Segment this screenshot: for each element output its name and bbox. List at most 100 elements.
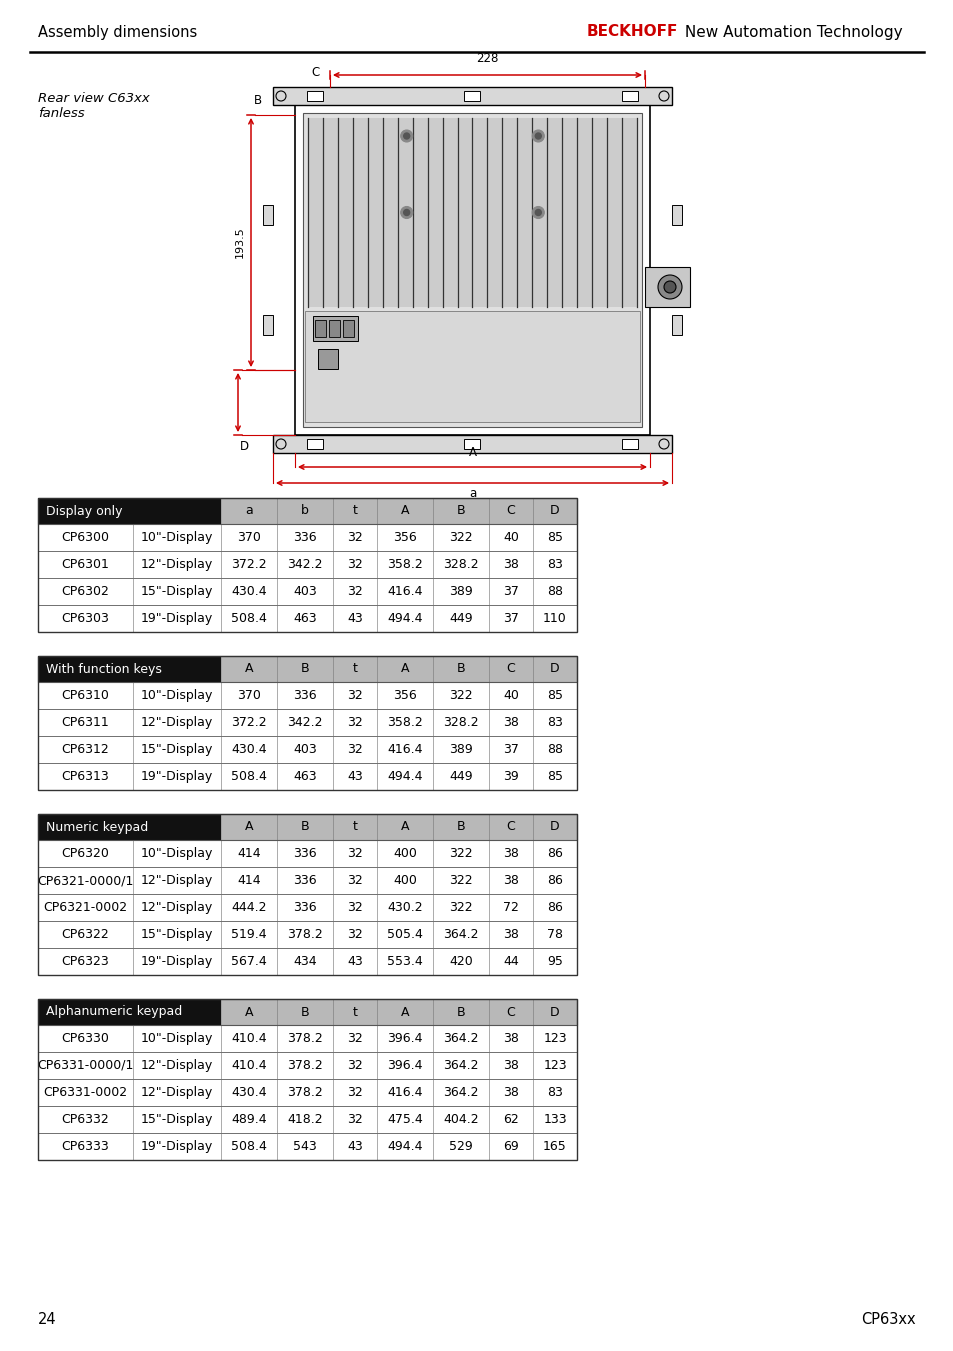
Bar xyxy=(38,709,577,736)
Bar xyxy=(333,1079,376,1106)
Bar xyxy=(38,1106,132,1133)
Bar xyxy=(221,499,276,524)
Bar xyxy=(308,118,637,307)
Bar xyxy=(333,948,376,975)
Bar xyxy=(376,578,433,605)
Bar xyxy=(276,551,333,578)
Bar xyxy=(38,1133,132,1161)
Bar xyxy=(38,1133,577,1161)
Text: 389: 389 xyxy=(449,743,473,757)
Text: 494.4: 494.4 xyxy=(387,612,422,626)
Bar xyxy=(38,1052,577,1079)
Text: 38: 38 xyxy=(502,928,518,942)
Text: B: B xyxy=(253,95,262,107)
Bar xyxy=(333,682,376,709)
Bar xyxy=(433,499,489,524)
Bar xyxy=(376,551,433,578)
Bar xyxy=(433,551,489,578)
Bar xyxy=(132,1106,221,1133)
Bar xyxy=(38,815,221,840)
Text: 24: 24 xyxy=(38,1313,56,1328)
Text: A: A xyxy=(400,504,409,517)
Text: 378.2: 378.2 xyxy=(287,1059,322,1071)
Text: 364.2: 364.2 xyxy=(443,1059,478,1071)
Text: 553.4: 553.4 xyxy=(387,955,422,969)
Text: 410.4: 410.4 xyxy=(231,1059,267,1071)
Text: 322: 322 xyxy=(449,874,473,888)
Bar xyxy=(38,709,132,736)
Text: 328.2: 328.2 xyxy=(443,716,478,730)
Bar xyxy=(533,948,577,975)
Text: 32: 32 xyxy=(347,558,362,571)
Bar xyxy=(671,315,681,335)
Bar xyxy=(38,948,132,975)
Bar xyxy=(333,921,376,948)
Text: New Automation Technology: New Automation Technology xyxy=(679,24,902,39)
Bar xyxy=(376,1052,433,1079)
Text: C: C xyxy=(506,1005,515,1019)
Bar xyxy=(376,1079,433,1106)
Text: A: A xyxy=(245,662,253,676)
Bar xyxy=(376,815,433,840)
Bar xyxy=(489,1106,533,1133)
Bar xyxy=(433,1052,489,1079)
Text: 416.4: 416.4 xyxy=(387,1086,422,1098)
Text: D: D xyxy=(550,820,559,834)
Text: 43: 43 xyxy=(347,955,362,969)
Text: CP6301: CP6301 xyxy=(62,558,110,571)
Bar xyxy=(489,998,533,1025)
Text: 403: 403 xyxy=(293,743,316,757)
Text: t: t xyxy=(353,1005,357,1019)
Bar xyxy=(489,524,533,551)
Bar xyxy=(38,605,132,632)
Bar xyxy=(333,605,376,632)
Text: B: B xyxy=(300,1005,309,1019)
Text: CP6312: CP6312 xyxy=(62,743,110,757)
Text: 32: 32 xyxy=(347,1086,362,1098)
Text: C: C xyxy=(506,662,515,676)
Text: 38: 38 xyxy=(502,1086,518,1098)
Bar xyxy=(333,867,376,894)
Bar xyxy=(489,763,533,790)
Bar xyxy=(276,815,333,840)
Text: 10"-Display: 10"-Display xyxy=(141,531,213,544)
Bar xyxy=(433,921,489,948)
Bar xyxy=(489,499,533,524)
Bar xyxy=(333,763,376,790)
Bar xyxy=(433,657,489,682)
Text: 449: 449 xyxy=(449,612,473,626)
Bar xyxy=(307,439,323,449)
Text: 322: 322 xyxy=(449,847,473,861)
Text: CP63xx: CP63xx xyxy=(861,1313,915,1328)
Text: 72: 72 xyxy=(502,901,518,915)
Bar xyxy=(132,605,221,632)
Bar xyxy=(433,1106,489,1133)
Text: CP6321-0002: CP6321-0002 xyxy=(44,901,128,915)
Bar xyxy=(533,921,577,948)
Text: 414: 414 xyxy=(237,847,260,861)
Bar xyxy=(263,315,273,335)
Text: 494.4: 494.4 xyxy=(387,1140,422,1152)
Bar xyxy=(376,948,433,975)
Text: D: D xyxy=(550,504,559,517)
Bar xyxy=(221,815,276,840)
Circle shape xyxy=(400,207,413,219)
Text: 32: 32 xyxy=(347,531,362,544)
Bar xyxy=(333,736,376,763)
Text: CP6322: CP6322 xyxy=(62,928,110,942)
Text: 85: 85 xyxy=(546,770,562,784)
Bar xyxy=(489,948,533,975)
Text: B: B xyxy=(456,820,465,834)
Bar xyxy=(489,682,533,709)
Bar xyxy=(38,840,132,867)
Text: b: b xyxy=(301,504,309,517)
Bar xyxy=(533,1025,577,1052)
Text: 15"-Display: 15"-Display xyxy=(141,743,213,757)
Text: Display only: Display only xyxy=(46,504,122,517)
Text: 529: 529 xyxy=(449,1140,473,1152)
Text: CP6331-0002: CP6331-0002 xyxy=(44,1086,128,1098)
Text: 416.4: 416.4 xyxy=(387,743,422,757)
Bar xyxy=(276,1106,333,1133)
Bar xyxy=(333,840,376,867)
Text: 40: 40 xyxy=(502,531,518,544)
